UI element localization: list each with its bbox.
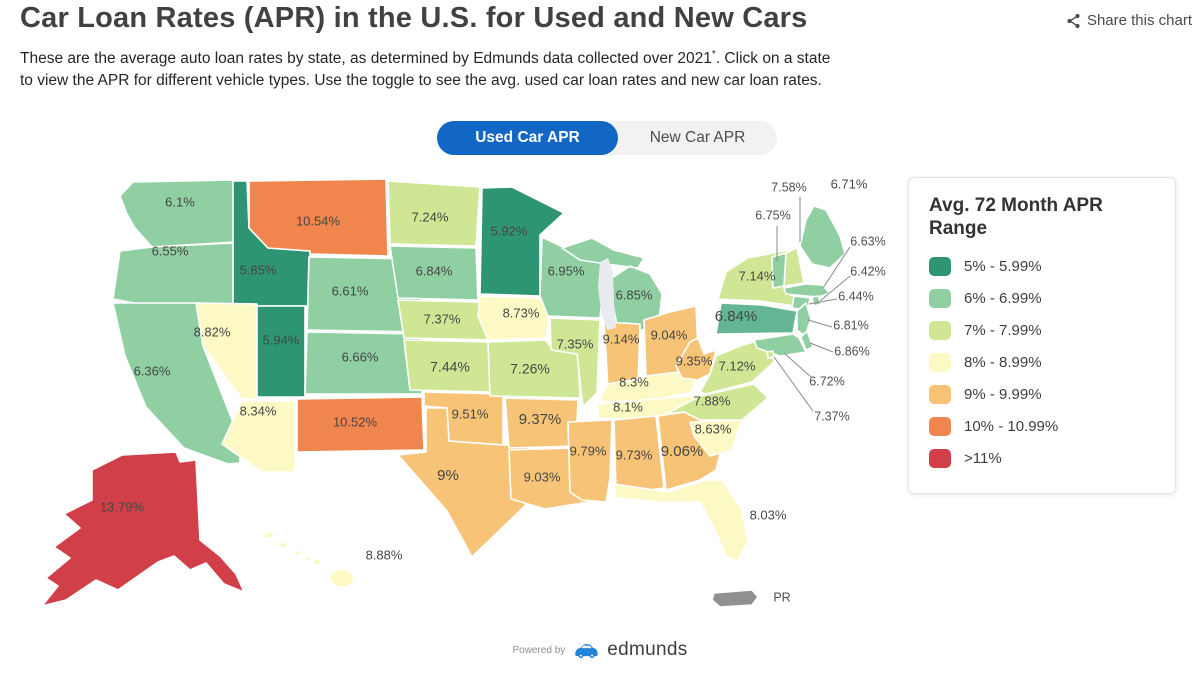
callout-value-label-MA: 6.63% bbox=[850, 234, 885, 248]
state-NH[interactable] bbox=[783, 247, 805, 287]
legend-item-5: 10% - 10.99% bbox=[929, 410, 1155, 442]
state-value-label-ME: 6.71% bbox=[831, 176, 868, 191]
state-PA[interactable] bbox=[715, 302, 798, 335]
callout-value-label-DE: 6.86% bbox=[834, 344, 869, 358]
leader-line-DE bbox=[809, 342, 834, 353]
edmunds-wordmark: edmunds bbox=[607, 639, 688, 660]
callout-value-label-MD: 6.72% bbox=[809, 374, 844, 388]
state-AZ[interactable] bbox=[221, 400, 296, 473]
legend-item-4: 9% - 9.99% bbox=[929, 378, 1155, 410]
lake-michigan bbox=[598, 258, 616, 330]
legend-item-2: 7% - 7.99% bbox=[929, 314, 1155, 346]
powered-by: Powered by edmunds bbox=[512, 639, 687, 661]
leader-line-NJ bbox=[807, 319, 833, 328]
state-IN[interactable] bbox=[603, 321, 641, 389]
callout-value-label-DC: 7.37% bbox=[814, 409, 849, 423]
state-AR[interactable] bbox=[504, 397, 579, 449]
state-value-label-HI: 8.88% bbox=[366, 547, 403, 562]
state-ND[interactable] bbox=[387, 180, 481, 247]
edmunds-logo-icon bbox=[575, 643, 598, 658]
state-DC[interactable] bbox=[766, 350, 775, 359]
legend-item-3: 8% - 8.99% bbox=[929, 346, 1155, 378]
state-MN[interactable] bbox=[479, 186, 565, 297]
state-VT[interactable] bbox=[771, 252, 787, 289]
legend-swatch bbox=[929, 288, 951, 308]
footnote-asterisk: * bbox=[711, 49, 716, 60]
legend-swatch bbox=[929, 416, 951, 436]
legend-title: Avg. 72 Month APR Range bbox=[929, 195, 1103, 239]
share-icon bbox=[1067, 13, 1080, 28]
legend-swatch bbox=[929, 384, 951, 404]
legend-swatch bbox=[929, 256, 951, 276]
state-SD[interactable] bbox=[389, 245, 479, 301]
state-WV[interactable] bbox=[675, 337, 717, 381]
leader-line-MD bbox=[783, 352, 812, 378]
apr-toggle: Used Car APR New Car APR bbox=[437, 121, 777, 155]
legend-label: 7% - 7.99% bbox=[964, 321, 1042, 339]
state-NC[interactable] bbox=[665, 383, 769, 421]
territory-PR[interactable] bbox=[711, 589, 759, 608]
leader-line-DC bbox=[773, 356, 814, 412]
state-MT[interactable] bbox=[248, 178, 389, 257]
legend-card: Avg. 72 Month APR Range 5% - 5.99% 6% - 6… bbox=[908, 177, 1176, 494]
legend-label: 8% - 8.99% bbox=[964, 353, 1042, 371]
state-NJ[interactable] bbox=[796, 302, 812, 337]
territory-label-PR: PR bbox=[773, 590, 790, 604]
toggle-new-car-apr[interactable]: New Car APR bbox=[618, 121, 777, 155]
legend-label: 10% - 10.99% bbox=[964, 417, 1059, 435]
state-SC[interactable] bbox=[689, 419, 743, 457]
legend-items: 5% - 5.99% 6% - 6.99% 7% - 7.99% 8% - 8.99%… bbox=[929, 250, 1155, 474]
legend-item-0: 5% - 5.99% bbox=[929, 250, 1155, 282]
share-button[interactable]: Share this chart bbox=[1065, 12, 1192, 29]
legend-swatch bbox=[929, 448, 951, 468]
callout-value-label-RI: 6.42% bbox=[850, 264, 885, 278]
state-MD[interactable] bbox=[753, 333, 807, 357]
leader-line-RI bbox=[819, 275, 851, 302]
state-ME[interactable] bbox=[799, 205, 846, 269]
state-AL[interactable] bbox=[613, 415, 665, 493]
state-AK[interactable] bbox=[41, 451, 245, 607]
state-FL[interactable] bbox=[613, 479, 749, 562]
callout-value-label-CT: 6.44% bbox=[838, 289, 873, 303]
powered-by-label: Powered by bbox=[512, 644, 566, 656]
page-title: Car Loan Rates (APR) in the U.S. for Use… bbox=[20, 2, 808, 34]
state-NM[interactable] bbox=[296, 396, 425, 453]
legend-item-6: >11% bbox=[929, 442, 1155, 474]
callout-value-label-VT: 6.75% bbox=[755, 208, 790, 222]
legend-label: >11% bbox=[964, 449, 1002, 467]
state-UT[interactable] bbox=[256, 305, 306, 398]
state-CO[interactable] bbox=[304, 331, 423, 395]
state-RI[interactable] bbox=[811, 295, 822, 307]
legend-item-1: 6% - 6.99% bbox=[929, 282, 1155, 314]
legend-label: 9% - 9.99% bbox=[964, 385, 1042, 403]
leader-line-CT bbox=[808, 298, 838, 305]
callout-value-label-NH: 7.58% bbox=[771, 180, 806, 194]
state-DE[interactable] bbox=[800, 330, 814, 351]
state-MA[interactable] bbox=[783, 283, 831, 298]
legend-label: 5% - 5.99% bbox=[964, 257, 1042, 275]
state-IL[interactable] bbox=[549, 317, 601, 408]
toggle-used-car-apr[interactable]: Used Car APR bbox=[437, 121, 618, 155]
state-HI[interactable] bbox=[263, 530, 355, 588]
share-label: Share this chart bbox=[1086, 12, 1192, 29]
state-value-label-FL: 8.03% bbox=[750, 507, 787, 522]
state-NV[interactable] bbox=[195, 302, 258, 400]
state-OR[interactable] bbox=[112, 242, 234, 309]
state-WA[interactable] bbox=[119, 179, 236, 248]
state-IA[interactable] bbox=[477, 295, 551, 341]
legend-swatch bbox=[929, 352, 951, 372]
state-KS[interactable] bbox=[403, 339, 493, 393]
chart-subtitle: These are the average auto loan rates by… bbox=[20, 49, 831, 89]
callout-value-label-NJ: 6.81% bbox=[833, 318, 868, 332]
leader-line-MA bbox=[822, 246, 851, 289]
legend-label: 6% - 6.99% bbox=[964, 289, 1042, 307]
legend-swatch bbox=[929, 320, 951, 340]
state-MS[interactable] bbox=[567, 419, 613, 503]
